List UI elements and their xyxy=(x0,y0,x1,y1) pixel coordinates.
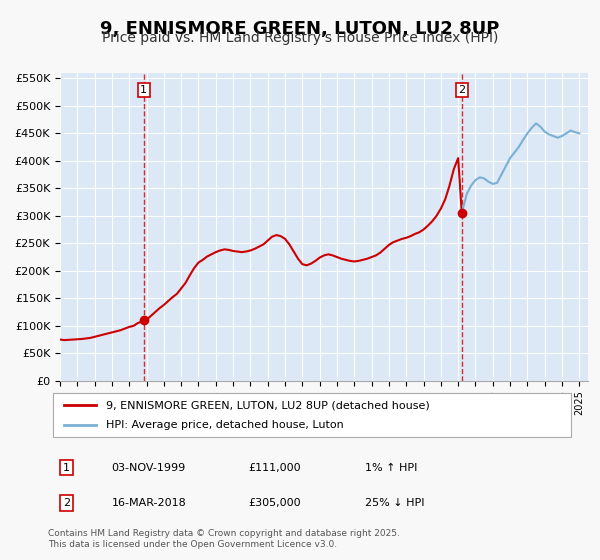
Text: 9, ENNISMORE GREEN, LUTON, LU2 8UP (detached house): 9, ENNISMORE GREEN, LUTON, LU2 8UP (deta… xyxy=(106,400,430,410)
FancyBboxPatch shape xyxy=(53,394,571,437)
Text: 1: 1 xyxy=(140,85,147,95)
Text: £111,000: £111,000 xyxy=(248,463,301,473)
Text: 25% ↓ HPI: 25% ↓ HPI xyxy=(365,498,424,508)
Text: Price paid vs. HM Land Registry's House Price Index (HPI): Price paid vs. HM Land Registry's House … xyxy=(102,31,498,45)
Text: 2: 2 xyxy=(63,498,70,508)
Text: 16-MAR-2018: 16-MAR-2018 xyxy=(112,498,186,508)
Text: Contains HM Land Registry data © Crown copyright and database right 2025.
This d: Contains HM Land Registry data © Crown c… xyxy=(48,529,400,549)
Text: HPI: Average price, detached house, Luton: HPI: Average price, detached house, Luto… xyxy=(106,421,344,430)
Text: 1% ↑ HPI: 1% ↑ HPI xyxy=(365,463,417,473)
Text: 03-NOV-1999: 03-NOV-1999 xyxy=(112,463,185,473)
Text: 2: 2 xyxy=(458,85,466,95)
Text: £305,000: £305,000 xyxy=(248,498,301,508)
Text: 9, ENNISMORE GREEN, LUTON, LU2 8UP: 9, ENNISMORE GREEN, LUTON, LU2 8UP xyxy=(100,20,500,38)
Text: 1: 1 xyxy=(63,463,70,473)
